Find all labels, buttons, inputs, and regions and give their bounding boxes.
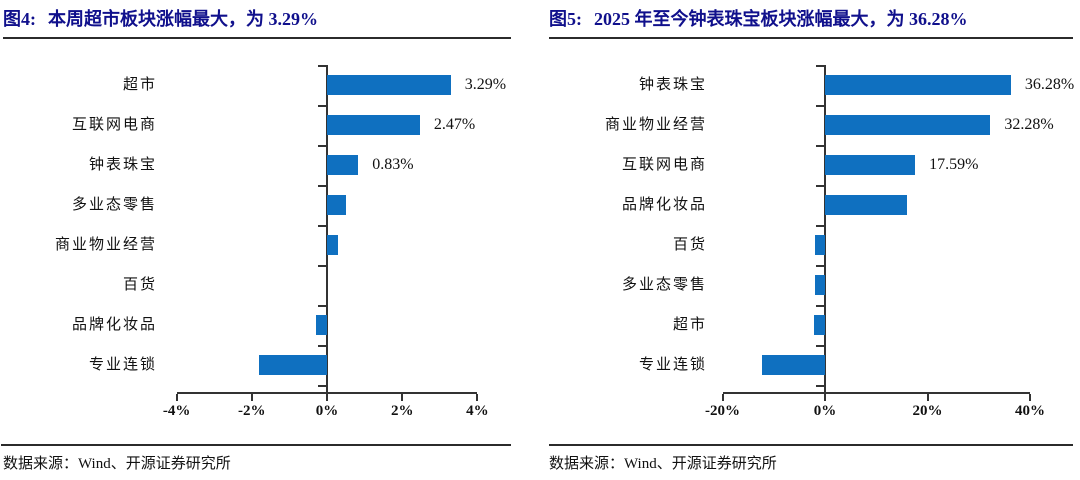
x-tick-label: 20% [912,403,943,419]
axis-tick [1029,394,1031,401]
x-axis [176,392,478,394]
category-label: 商业物业经营 [604,117,707,133]
x-tick-label: 4% [466,403,489,419]
bar [825,155,916,175]
figure-panel-4: 图4: 本周超市板块涨幅最大，为 3.29% -4% -2% 0% 2% 4% 超市 3.29… [0,5,540,472]
axis-tick [318,105,327,107]
y-axis [824,65,826,394]
axis-tick [326,394,328,401]
axis-tick [250,394,253,401]
x-tick-label: 0% [315,403,339,419]
axis-tick [926,394,929,401]
source-note: 数据来源：Wind、开源证券研究所 [549,456,777,472]
y-axis [326,65,328,394]
axis-tick [721,394,724,401]
value-label: 3.29% [464,76,507,93]
x-tick-label: 40% [1015,403,1045,419]
axis-tick [816,345,825,347]
bar [825,75,1011,95]
axis-tick [816,265,825,267]
axis-tick [318,65,327,67]
category-label: 品牌化妆品 [621,197,707,213]
figure-title-text: 2025 年至今钟表珠宝板块涨幅最大，为 36.28% [594,9,968,29]
x-tick-label: 2% [390,403,414,419]
category-label: 商业物业经营 [54,237,157,253]
axis-tick [816,65,825,67]
axis-tick [401,394,404,401]
figure-panel-5: 图5: 2025 年至今钟表珠宝板块涨幅最大，为 36.28% -20% 0% 20%… [540,0,1080,480]
bar-chart-weekly: -4% -2% 0% 2% 4% 超市 3.29% 互联网电商 2.47% 钟表珠宝 0.83% 多业… [0,55,540,419]
axis-tick [318,225,327,227]
category-label: 百货 [672,237,707,253]
axis-tick [318,345,327,347]
category-label: 百货 [122,277,157,293]
value-label: 17.59% [929,156,979,173]
figure-title: 图4: 本周超市板块涨幅最大，为 3.29% [3,5,511,39]
category-label: 多业态零售 [621,277,707,293]
figure-number: 图4: [3,9,36,29]
bar [825,195,907,215]
x-axis [722,392,1030,394]
axis-tick [816,105,825,107]
axis-tick [318,305,327,307]
bar [327,115,420,135]
bar [259,355,327,375]
axis-tick [318,145,327,147]
figure-title-text: 本周超市板块涨幅最大，为 3.29% [48,9,318,29]
category-label: 专业连锁 [638,357,707,373]
category-label: 专业连锁 [88,357,157,373]
axis-tick [318,185,327,187]
axis-tick [824,394,826,401]
figure-number: 图5: [549,9,582,29]
axis-tick [476,394,479,401]
bar [327,155,359,175]
axis-tick [816,185,825,187]
category-label: 超市 [122,77,157,93]
bar [814,275,825,295]
axis-tick [816,145,825,147]
category-label: 钟表珠宝 [638,77,707,93]
category-label: 互联网电商 [621,157,707,173]
axis-tick [318,385,327,387]
bar [825,115,991,135]
bar-chart-ytd: -20% 0% 20% 40% 钟表珠宝 36.28% 商业物业经营 32.28% 互联网电商 1… [540,55,1080,419]
category-label: 互联网电商 [71,117,157,133]
axis-tick [816,385,825,387]
bar [813,315,825,335]
axis-tick [816,305,825,307]
x-tick-label: 0% [813,403,837,419]
value-label: 0.83% [372,156,414,173]
bar [327,195,346,215]
bar [327,75,451,95]
x-tick-label: -4% [162,403,191,419]
value-label: 2.47% [433,116,476,133]
source-note: 数据来源：Wind、开源证券研究所 [3,456,231,472]
footer-rule [1,444,511,446]
category-label: 品牌化妆品 [71,317,157,333]
value-label: 32.28% [1004,116,1054,133]
x-tick-label: -20% [705,403,740,419]
footer-rule [549,444,1073,446]
value-label: 36.28% [1024,76,1075,93]
axis-tick [318,265,327,267]
category-label: 超市 [672,317,707,333]
category-label: 钟表珠宝 [88,157,157,173]
axis-tick [816,225,825,227]
axis-tick [175,394,178,401]
x-tick-label: -2% [238,403,266,419]
bar [327,235,339,255]
bar [815,235,825,255]
figure-title: 图5: 2025 年至今钟表珠宝板块涨幅最大，为 36.28% [549,5,1073,39]
bar [315,315,327,335]
bar [761,355,825,375]
category-label: 多业态零售 [71,197,157,213]
